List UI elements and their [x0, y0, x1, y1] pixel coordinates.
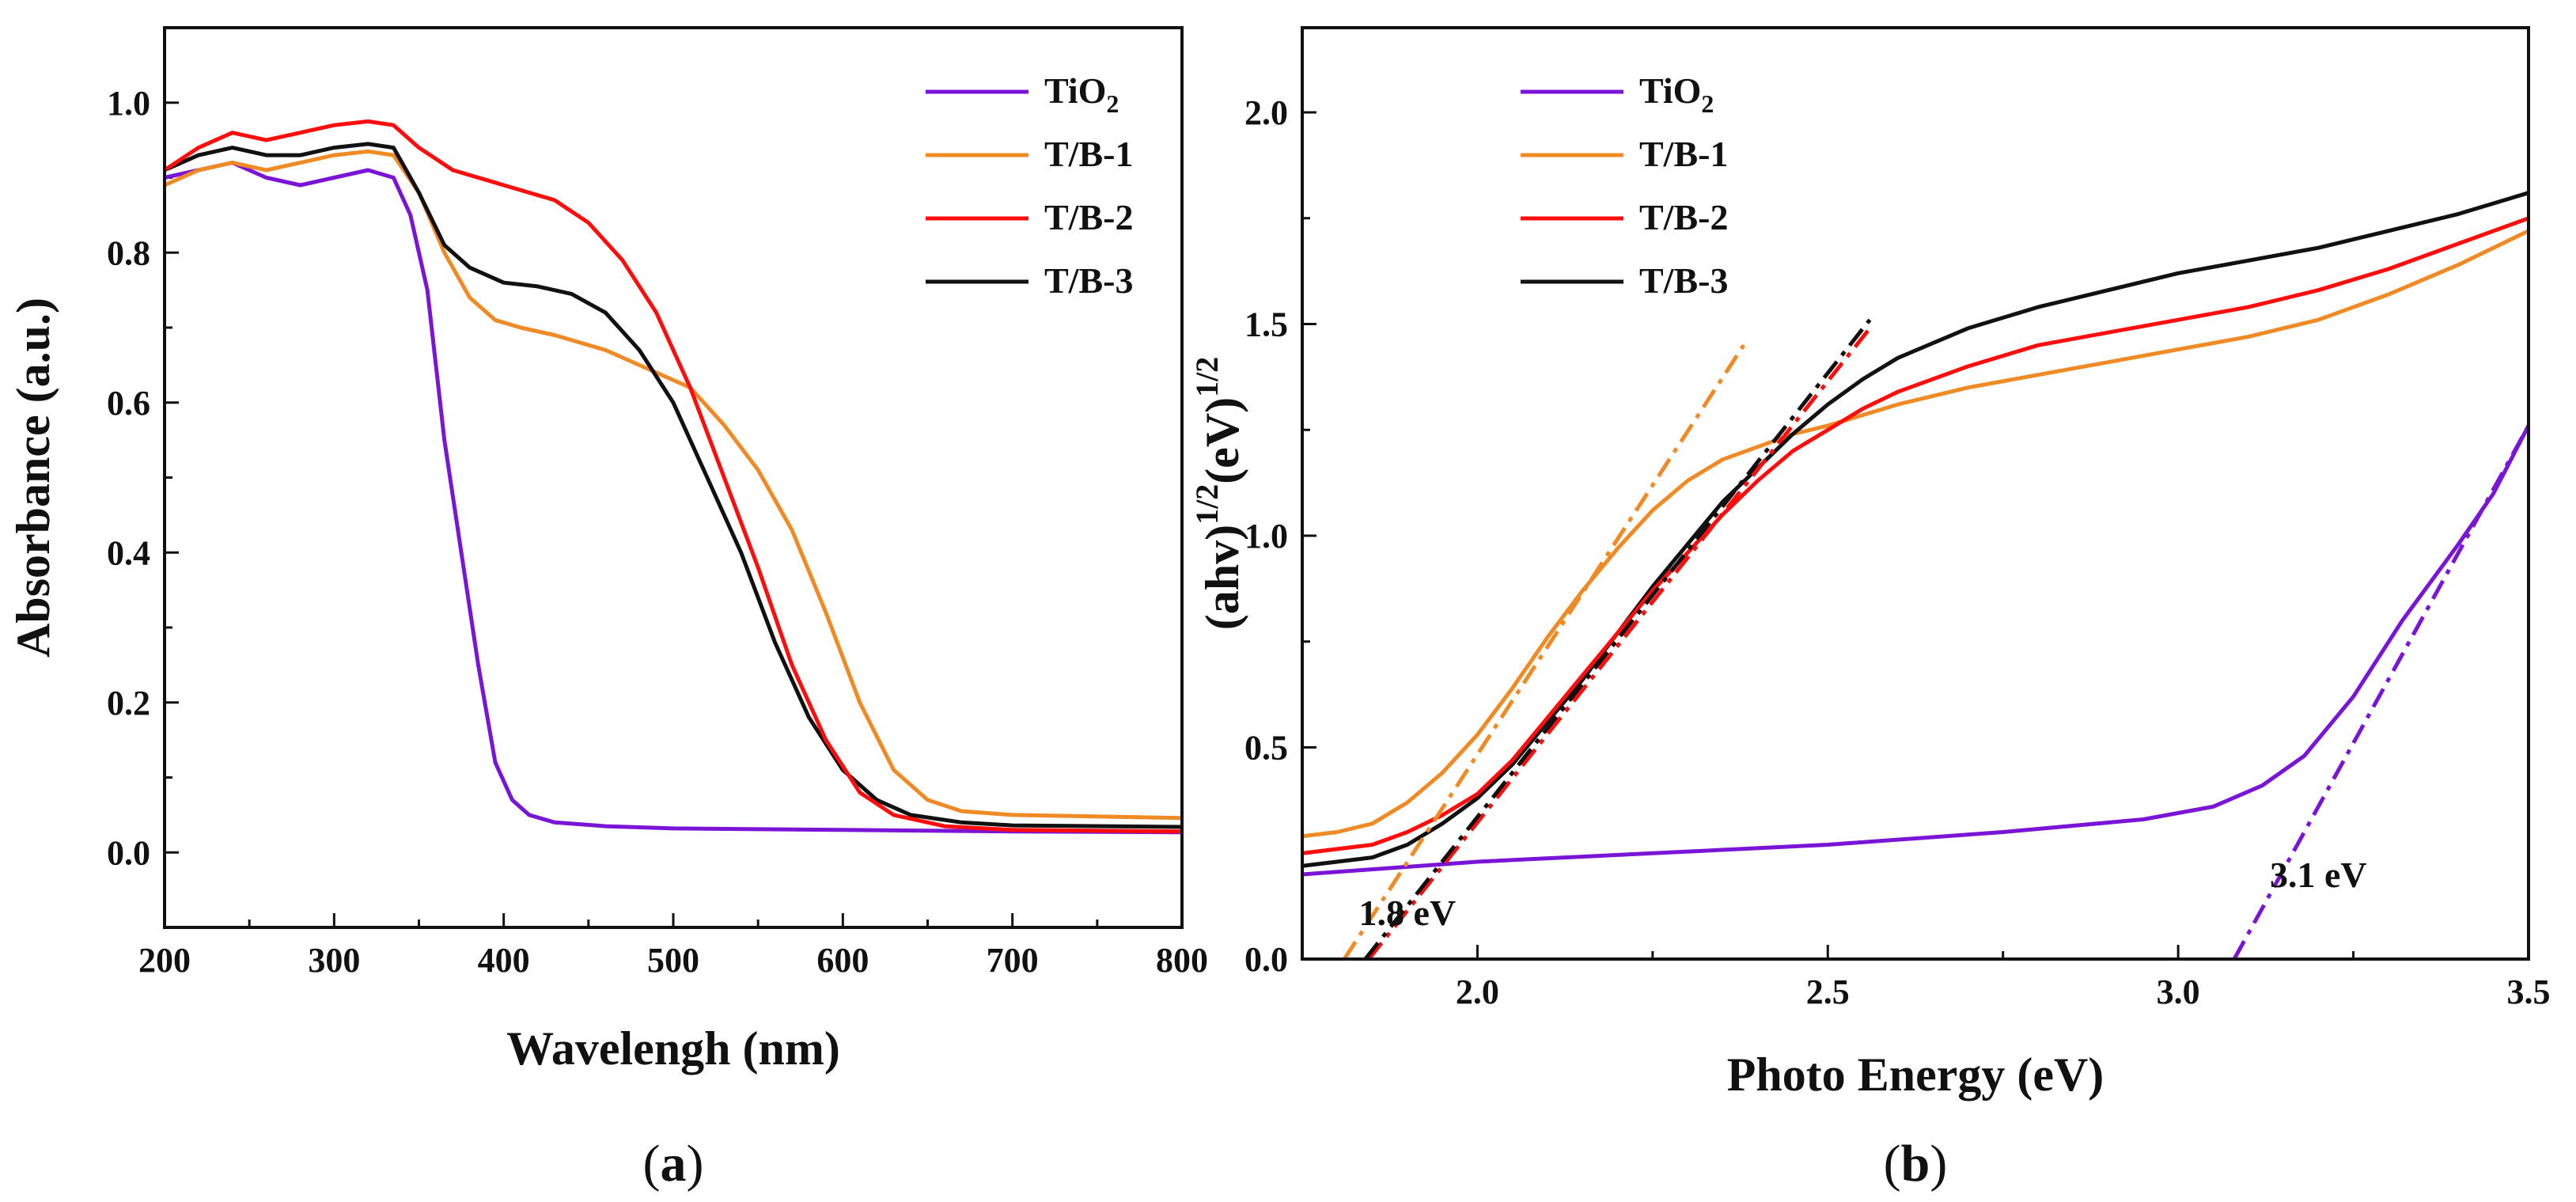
legend-label-t-b-2: T/B-2: [1044, 197, 1133, 237]
panel-a-label: (a): [643, 1135, 704, 1193]
y-tick-label: 1.5: [1244, 305, 1288, 344]
x-tick-label: 3.5: [2507, 973, 2551, 1011]
y-tick-label: 2.0: [1244, 93, 1288, 132]
series-line-t-b-3: [163, 142, 1183, 829]
legend-label-t-b-1: T/B-1: [1044, 134, 1133, 174]
panel-b-ylabel-part2: (eV): [1196, 397, 1248, 484]
panel-b-ylabel-sup2: 1/2: [1189, 357, 1225, 397]
series-line-tio2: [1301, 424, 2531, 877]
x-tick-label: 700: [987, 941, 1039, 980]
bandgap-annotation: 3.1 eV: [2270, 855, 2367, 895]
panel-a-y-axis-title: Absorbance (a.u.): [7, 298, 59, 658]
panel-b-tauc-plot: 2.0 2.5 3.0 3.5 0.0 0.5 1.0 1.5 2.0 1.8 eV 3.1 eV…: [1189, 26, 2551, 1193]
x-tick-label: 800: [1156, 941, 1208, 980]
series-line-t-b-1: [163, 149, 1183, 821]
panel-b-legend: TiO2 T/B-1 T/B-2 T/B-3: [1521, 70, 1728, 301]
panel-b-x-axis-title: Photo Energy (eV): [1727, 1048, 2104, 1101]
y-tick-label: 0.4: [107, 533, 150, 572]
panel-b-letter: b: [1901, 1135, 1930, 1193]
x-tick-label: 2.5: [1806, 973, 1850, 1011]
series-line-tio2: [164, 161, 1183, 835]
tangent-line-tio2: [2232, 424, 2531, 961]
y-tick-label: 0.0: [107, 833, 150, 872]
series-line-t-b-2: [163, 119, 1183, 834]
y-tick-label: 0.0: [1244, 940, 1288, 979]
legend-label-t-b-3: T/B-3: [1044, 260, 1133, 301]
panel-a-legend: TiO2 T/B-1 T/B-2 T/B-3: [926, 70, 1133, 301]
panel-a-x-axis-title: Wavelengh (nm): [506, 1022, 840, 1075]
x-tick-label: 500: [647, 941, 699, 980]
legend-label-tio2: TiO2: [1044, 70, 1119, 118]
x-tick-label: 300: [308, 941, 360, 980]
legend-label-tio2: TiO2: [1639, 70, 1714, 118]
series-line-t-b-2: [1301, 216, 2529, 855]
panel-a-plot-frame: [163, 26, 1184, 929]
y-tick-label: 0.2: [107, 684, 150, 722]
panel-b-plot-frame: [1301, 26, 2530, 961]
legend-label-t-b-2: T/B-2: [1639, 197, 1728, 237]
y-tick-label: 1.0: [107, 84, 150, 123]
series-line-t-b-3: [1301, 191, 2529, 868]
y-tick-label: 0.6: [107, 384, 150, 423]
x-tick-label: 3.0: [2157, 973, 2200, 1011]
y-tick-label: 0.5: [1244, 729, 1288, 768]
panel-a-letter: a: [661, 1135, 687, 1193]
tangent-line-t-b-3: [1363, 318, 1872, 961]
tangent-line-t-b-2: [1367, 327, 1872, 961]
series-line-t-b-1: [1301, 229, 2530, 839]
legend-label-t-b-1: T/B-1: [1639, 134, 1728, 174]
bandgap-annotation: 1.8 eV: [1359, 893, 1457, 933]
x-tick-label: 600: [816, 941, 869, 980]
panel-b-label: (b): [1884, 1135, 1948, 1193]
panel-b-y-axis-title: (ahv)1/2(eV)1/2: [1189, 357, 1248, 631]
y-tick-label: 1.0: [1244, 517, 1288, 555]
panel-a-absorbance-chart: 200 300 400 500 600 700 8000.00.20.40.60.81.0 …: [7, 26, 1208, 1193]
legend-label-t-b-3: T/B-3: [1639, 260, 1728, 301]
y-tick-label: 0.8: [107, 233, 150, 272]
panel-b-ylabel-sup1: 1/2: [1189, 484, 1225, 525]
x-tick-label: 400: [478, 941, 530, 980]
panel-b-ylabel-part1: (ahv): [1196, 525, 1248, 630]
x-tick-label: 200: [138, 941, 191, 980]
x-tick-label: 2.0: [1456, 973, 1499, 1011]
